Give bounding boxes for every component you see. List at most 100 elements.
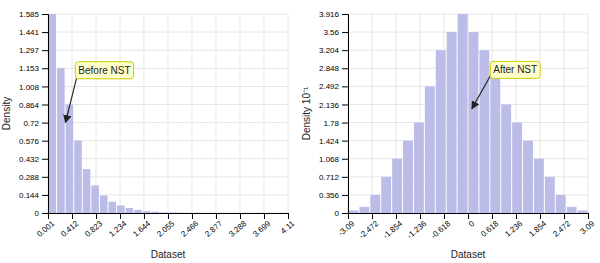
y-tick: 0.144 bbox=[19, 191, 48, 200]
y-axis-line bbox=[42, 15, 49, 214]
x-tick-mark bbox=[288, 213, 289, 219]
x-tick-label: 0.001 bbox=[35, 219, 57, 239]
bar bbox=[186, 212, 194, 213]
bar bbox=[246, 213, 254, 214]
bar bbox=[57, 68, 65, 213]
bar bbox=[169, 212, 177, 213]
bar bbox=[211, 213, 219, 214]
bar bbox=[229, 213, 237, 214]
bar bbox=[479, 50, 489, 213]
x-tick-mark bbox=[120, 213, 121, 219]
y-tick: 1.424 bbox=[319, 137, 348, 146]
annotation-text: Before NST bbox=[78, 65, 130, 76]
bar bbox=[501, 104, 511, 213]
grid-line-x bbox=[468, 14, 469, 213]
y-axis-line bbox=[342, 15, 349, 214]
x-tick: -1.854 bbox=[381, 213, 405, 241]
y-tick-mark bbox=[342, 177, 348, 178]
x-tick-mark bbox=[564, 213, 565, 219]
y-tick: 1.153 bbox=[19, 64, 48, 73]
x-tick-label: 0 bbox=[467, 219, 477, 229]
x-tick: 1.854 bbox=[527, 213, 549, 239]
y-tick-mark bbox=[342, 68, 348, 69]
x-tick-label: 3.288 bbox=[227, 219, 249, 239]
bar bbox=[160, 212, 168, 213]
y-tick: 1.297 bbox=[19, 46, 48, 55]
grid-line-x bbox=[288, 14, 289, 213]
y-tick-label: 1.297 bbox=[19, 46, 40, 55]
y-tick-mark bbox=[42, 50, 48, 51]
y-tick-mark bbox=[42, 213, 48, 214]
y-tick-label: 0.432 bbox=[19, 155, 40, 164]
x-tick: -3.09 bbox=[337, 213, 357, 238]
x-tick-label: 1.644 bbox=[131, 219, 153, 239]
bar bbox=[143, 211, 151, 213]
y-tick-label: 2.492 bbox=[319, 82, 340, 91]
x-tick: 0.412 bbox=[59, 213, 81, 239]
annotation-text: After NST bbox=[493, 64, 537, 75]
bar bbox=[556, 195, 566, 213]
bar bbox=[271, 213, 279, 214]
y-tick-label: 0.72 bbox=[23, 119, 39, 128]
x-tick-mark bbox=[516, 213, 517, 219]
bar bbox=[534, 159, 544, 213]
x-tick-mark bbox=[264, 213, 265, 219]
y-tick-mark bbox=[42, 159, 48, 160]
x-tick-mark bbox=[144, 213, 145, 219]
grid bbox=[348, 14, 588, 213]
x-tick: 4.11 bbox=[279, 213, 297, 236]
bars bbox=[349, 14, 588, 213]
grid-line-x bbox=[263, 14, 264, 213]
x-tick-label: 2.472 bbox=[551, 219, 573, 239]
x-tick-mark bbox=[396, 213, 397, 219]
bar bbox=[578, 210, 588, 213]
y-tick: 1.78 bbox=[323, 119, 348, 128]
bar bbox=[403, 141, 413, 213]
y-tick-mark bbox=[342, 123, 348, 124]
x-tick-mark bbox=[588, 213, 589, 219]
x-tick: 1.644 bbox=[131, 213, 153, 239]
x-tick-label: 0.412 bbox=[59, 219, 81, 239]
y-tick-mark bbox=[342, 213, 348, 214]
bar bbox=[220, 213, 228, 214]
y-tick-label: 0.356 bbox=[319, 191, 340, 200]
x-tick-mark bbox=[192, 213, 193, 219]
y-tick: 2.848 bbox=[319, 64, 348, 73]
bar bbox=[151, 212, 159, 213]
y-tick-mark bbox=[42, 177, 48, 178]
x-tick: 1.236 bbox=[503, 213, 525, 239]
grid-line-x bbox=[96, 14, 97, 213]
y-tick-mark bbox=[42, 105, 48, 106]
y-tick-label: 0.288 bbox=[19, 173, 40, 182]
x-tick-label: 1.236 bbox=[503, 219, 525, 239]
bar bbox=[436, 50, 446, 213]
y-tick-mark bbox=[42, 195, 48, 196]
bar bbox=[414, 123, 424, 213]
x-tick-label: 0.823 bbox=[83, 219, 105, 239]
x-tick-mark bbox=[372, 213, 373, 219]
y-tick-mark bbox=[342, 32, 348, 33]
y-tick: 0.72 bbox=[23, 119, 48, 128]
y-tick-mark bbox=[42, 14, 48, 15]
y-tick: 3.916 bbox=[319, 10, 348, 19]
x-tick: 0 bbox=[467, 213, 477, 229]
bar bbox=[126, 208, 134, 213]
bar bbox=[349, 210, 359, 213]
y-tick: 1.008 bbox=[19, 83, 48, 92]
x-tick-mark bbox=[492, 213, 493, 219]
y-tick-label: 2.848 bbox=[319, 64, 340, 73]
bar bbox=[66, 105, 74, 213]
bar bbox=[359, 207, 369, 213]
bar bbox=[74, 141, 82, 213]
x-tick-label: 2.055 bbox=[155, 219, 177, 239]
x-tick: -2.472 bbox=[357, 213, 381, 241]
annotation: After NST bbox=[472, 61, 540, 108]
y-tick-mark bbox=[42, 123, 48, 124]
y-tick-label: 0.576 bbox=[19, 137, 40, 146]
y-tick: 1.068 bbox=[319, 155, 348, 164]
y-tick: 2.136 bbox=[319, 101, 348, 110]
y-tick-label: 3.204 bbox=[319, 46, 340, 55]
y-tick-label: 1.008 bbox=[19, 83, 40, 92]
y-tick-label: 0.144 bbox=[19, 191, 40, 200]
bar bbox=[370, 195, 380, 213]
